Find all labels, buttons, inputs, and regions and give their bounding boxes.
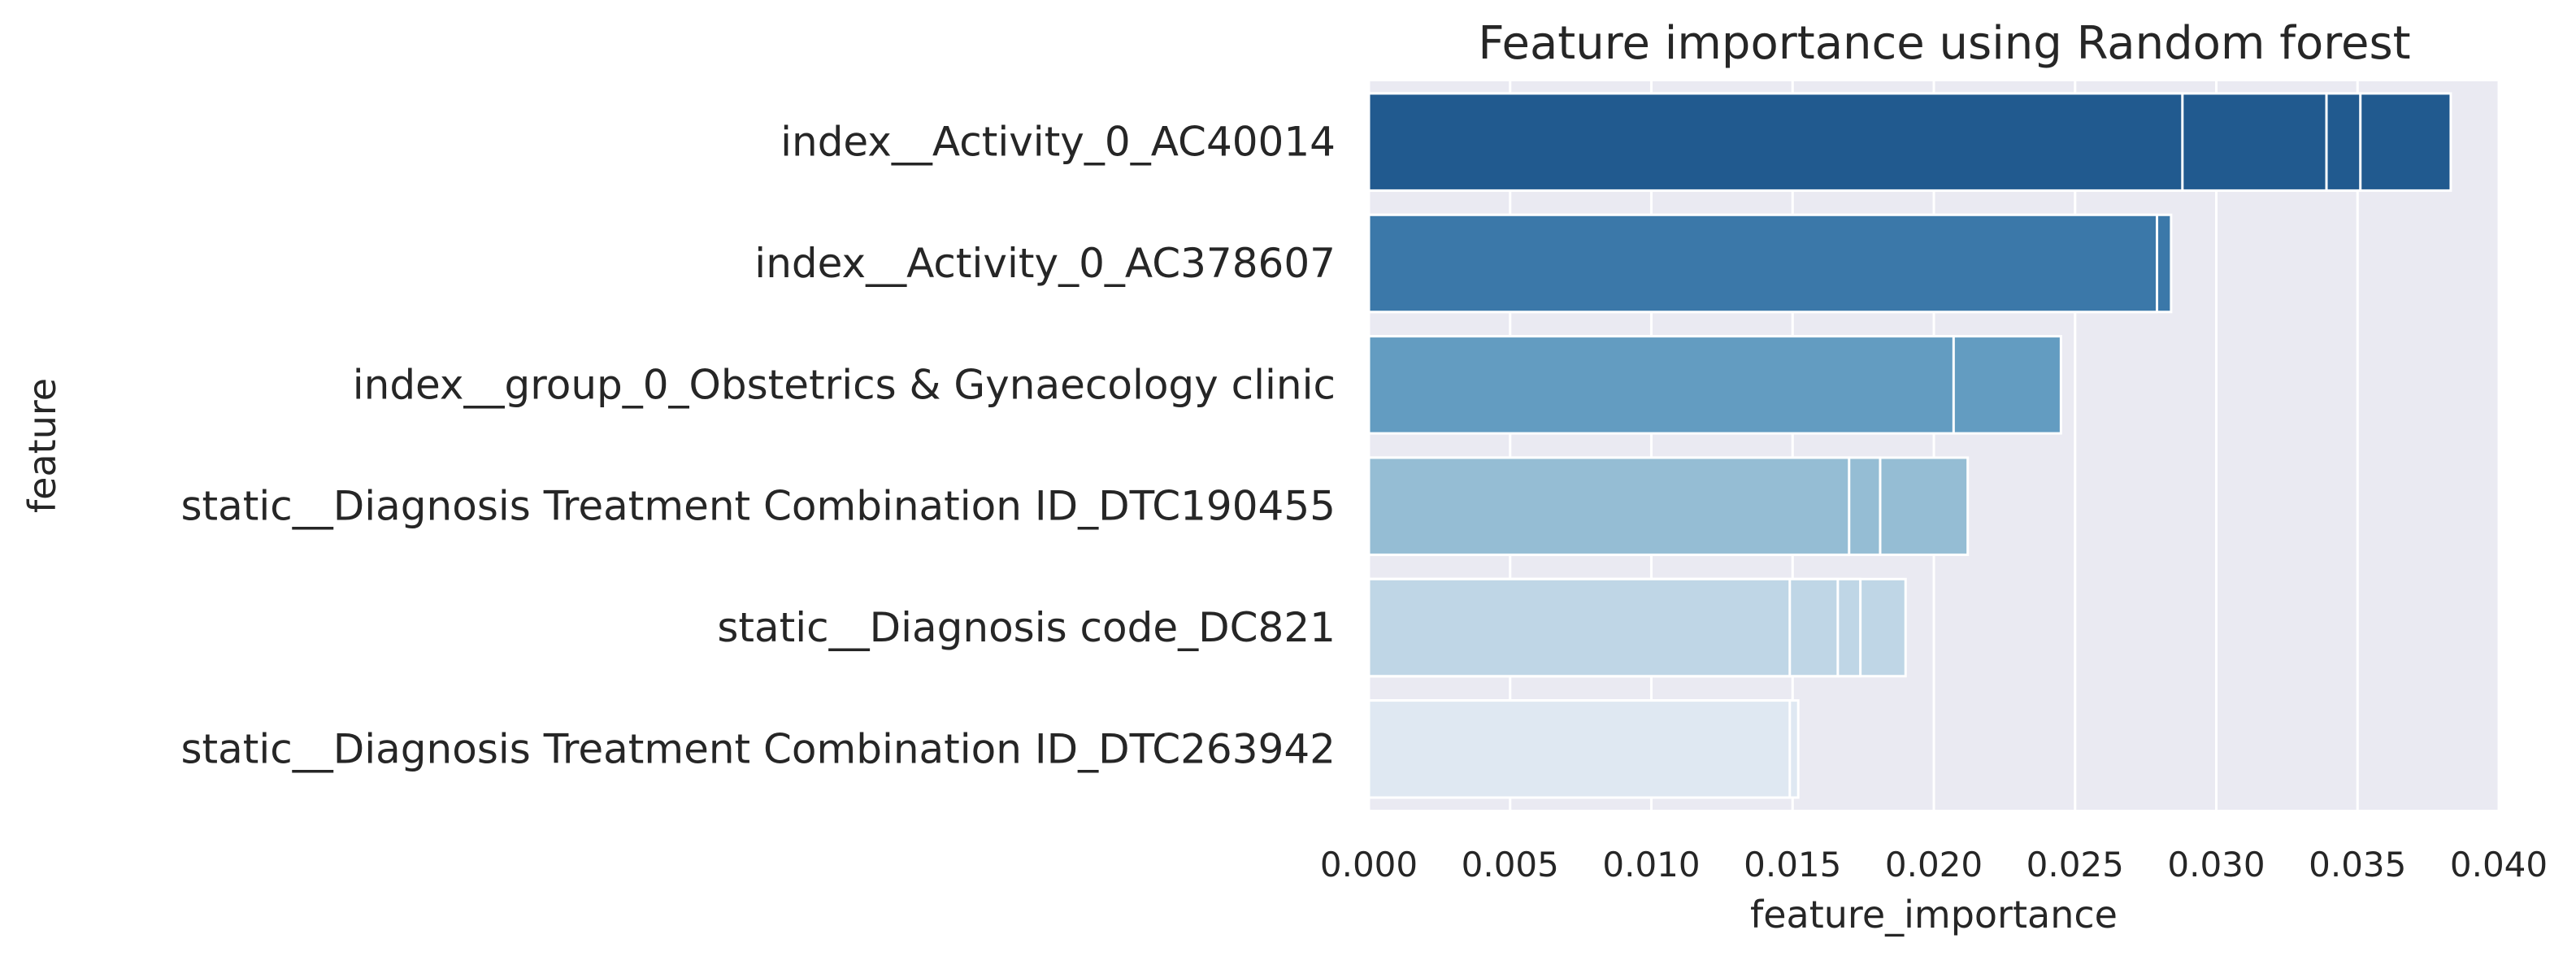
x-tick-label: 0.015 xyxy=(1744,845,1841,885)
x-tick-label: 0.030 xyxy=(2167,845,2265,885)
category-label: static__Diagnosis Treatment Combination … xyxy=(180,725,1336,772)
x-tick-labels: 0.000 0.005 0.010 0.015 0.020 0.025 0.030 0.035… xyxy=(1320,845,2548,885)
bar-segment xyxy=(1367,699,1792,799)
x-tick-label: 0.000 xyxy=(1320,845,1418,885)
category-label: static__Diagnosis code_DC821 xyxy=(717,604,1336,651)
category-label: index__group_0_Obstetrics & Gynaecology … xyxy=(353,361,1336,408)
bar-segment xyxy=(1367,577,1792,678)
x-tick-label: 0.020 xyxy=(1885,845,1983,885)
bar-segment xyxy=(1367,456,1851,556)
x-tick-label: 0.005 xyxy=(1462,845,1559,885)
gridlines xyxy=(1367,81,2500,810)
category-label: index__Activity_0_AC378607 xyxy=(754,240,1336,287)
x-tick-label: 0.025 xyxy=(2026,845,2124,885)
chart-title: Feature importance using Random forest xyxy=(1478,17,2410,70)
x-tick-label: 0.010 xyxy=(1602,845,1700,885)
bar-segment xyxy=(1367,335,1955,435)
bar-segment xyxy=(1367,92,2184,192)
category-label: static__Diagnosis Treatment Combination … xyxy=(180,483,1336,530)
bar-segment xyxy=(1367,213,2159,314)
category-labels: index__Activity_0_AC40014 index__Activity… xyxy=(180,119,1336,773)
category-label: index__Activity_0_AC40014 xyxy=(780,119,1336,166)
x-tick-label: 0.040 xyxy=(2450,845,2548,885)
y-axis-label: feature xyxy=(20,378,64,513)
bars xyxy=(1367,92,2452,799)
x-tick-label: 0.035 xyxy=(2309,845,2406,885)
x-axis-label: feature_importance xyxy=(1750,893,2118,937)
